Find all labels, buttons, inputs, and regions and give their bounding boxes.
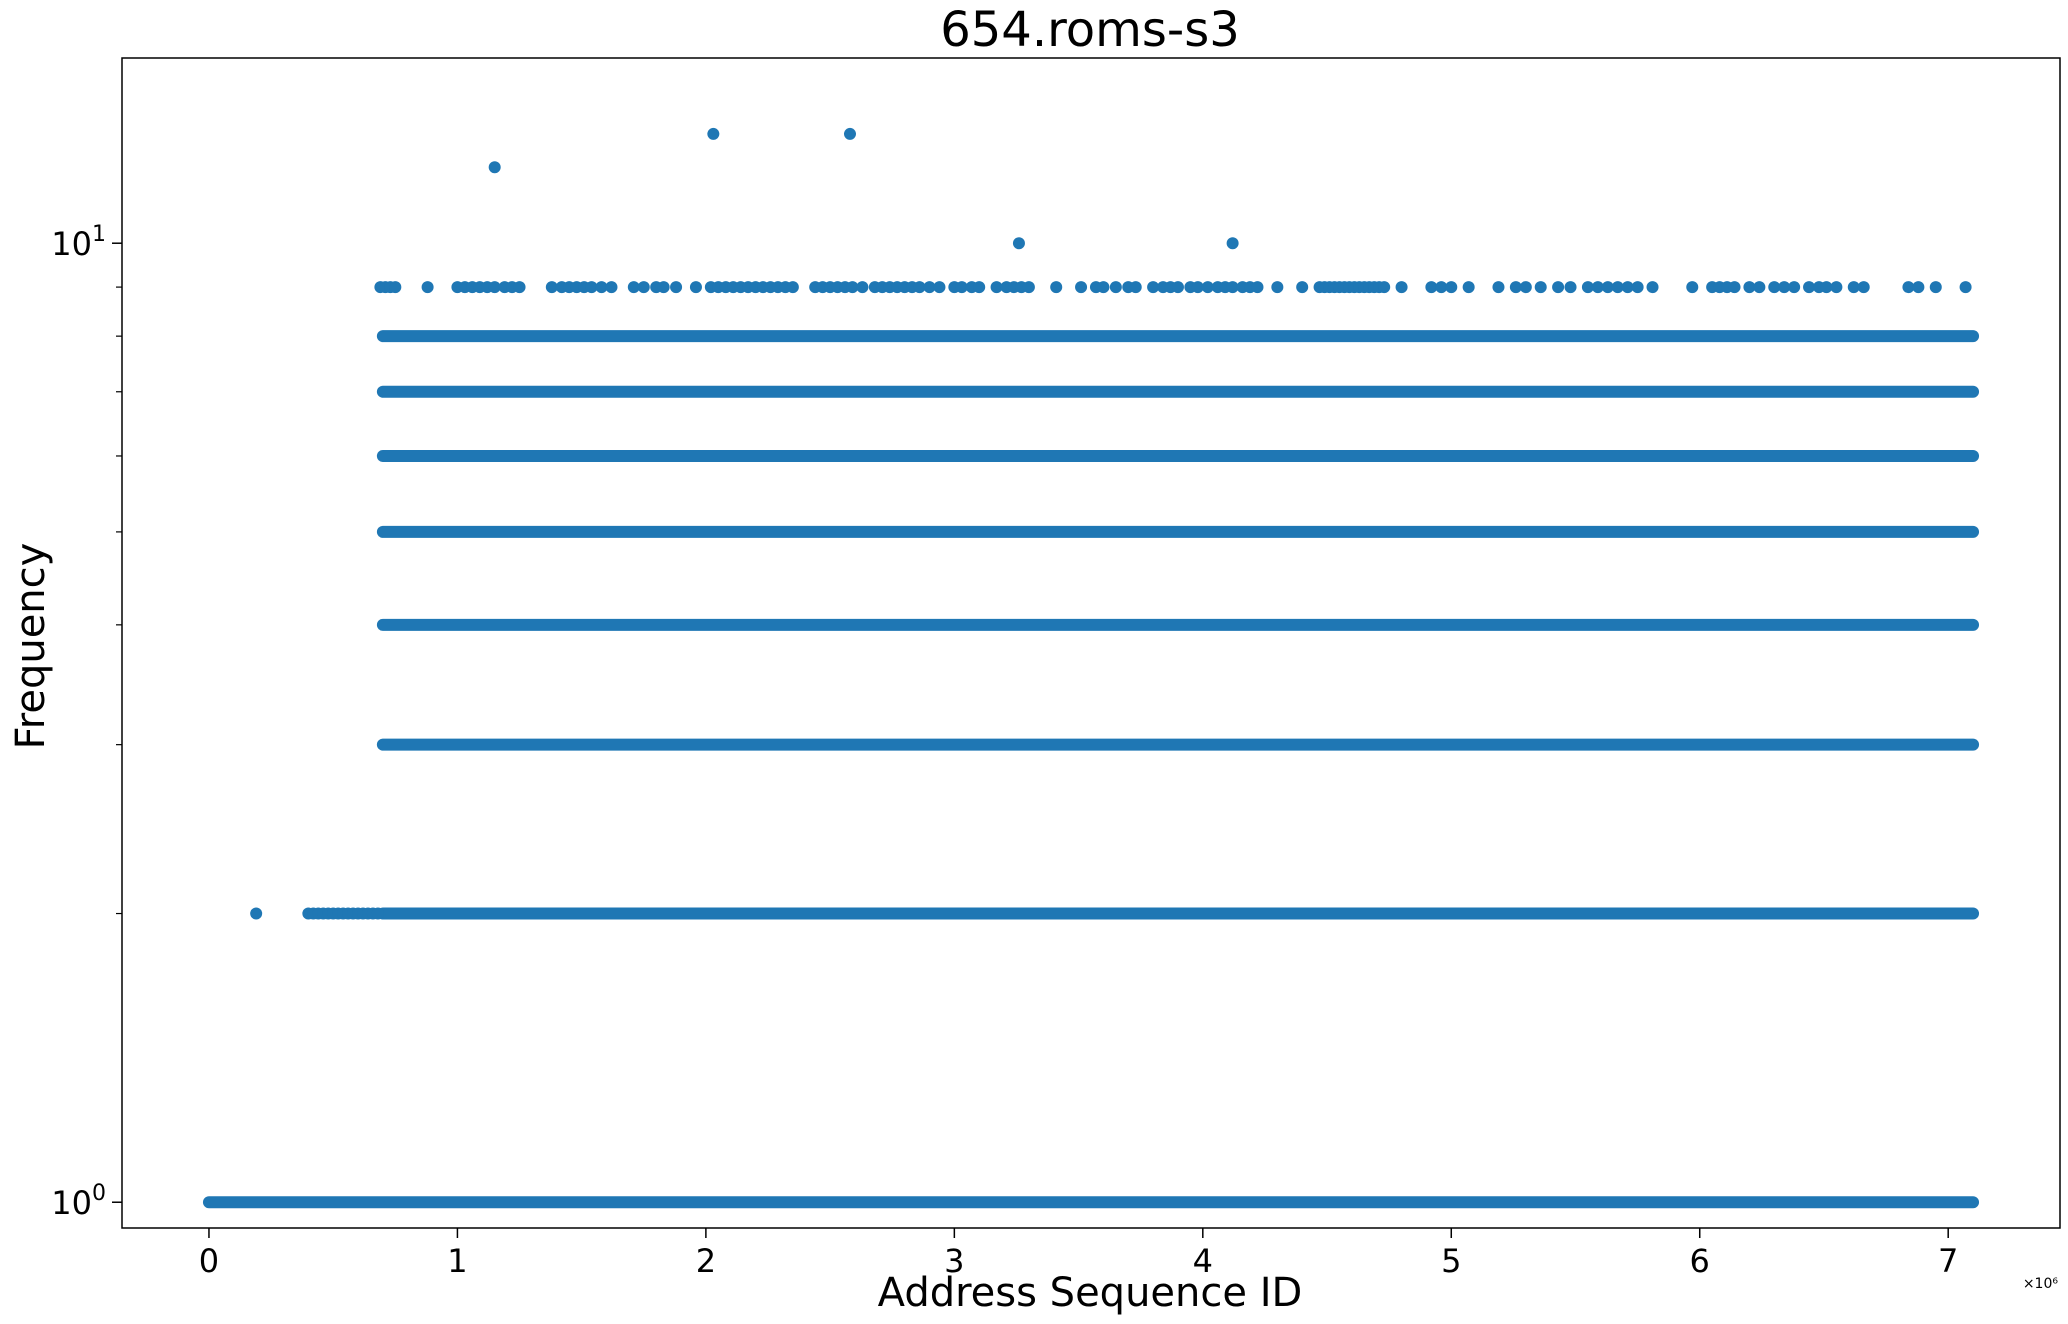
x-axis-multiplier: ×10⁶ — [2023, 1276, 2059, 1292]
point-y9-66 — [1075, 281, 1088, 294]
point-y10-0 — [1012, 237, 1025, 250]
point-y9-81 — [1226, 281, 1239, 294]
x-tick-label-7: 7 — [1938, 1242, 1958, 1280]
point-y9-126 — [1768, 281, 1781, 294]
point-y9-85 — [1271, 281, 1284, 294]
point-y9-136 — [1912, 281, 1925, 294]
point-y9-60 — [990, 281, 1003, 294]
point-y2-15 — [371, 907, 384, 920]
point-y9-127 — [1778, 281, 1791, 294]
point-y9-84 — [1251, 281, 1264, 294]
point-y9-69 — [1109, 281, 1122, 294]
point-y9-113 — [1591, 281, 1604, 294]
point-y9-107 — [1509, 281, 1522, 294]
point-y9-54 — [923, 281, 936, 294]
point-y9-108 — [1519, 281, 1532, 294]
point-y9-109 — [1534, 281, 1547, 294]
point-y9-23 — [637, 281, 650, 294]
point-y9-102 — [1425, 281, 1438, 294]
point-y9-10 — [488, 281, 501, 294]
point-y9-26 — [670, 281, 683, 294]
point-y9-86 — [1296, 281, 1309, 294]
x-tick-label-0: 0 — [199, 1242, 219, 1280]
point-y9-115 — [1611, 281, 1624, 294]
point-y9-137 — [1929, 281, 1942, 294]
y-axis: 100 101 — [51, 222, 122, 1222]
point-y9-72 — [1147, 281, 1160, 294]
point-y9-103 — [1435, 281, 1448, 294]
point-y9-68 — [1097, 281, 1110, 294]
point-y12-0 — [488, 161, 501, 174]
x-tick-label-5: 5 — [1441, 1242, 1461, 1280]
y-tick-label: 100 — [51, 1181, 106, 1222]
point-y9-124 — [1743, 281, 1756, 294]
point-y9-116 — [1621, 281, 1634, 294]
y-tick-label: 101 — [51, 222, 106, 263]
point-y13-1 — [843, 127, 856, 140]
point-y9-128 — [1788, 281, 1801, 294]
point-y9-119 — [1686, 281, 1699, 294]
x-tick-label-1: 1 — [447, 1242, 467, 1280]
point-y9-110 — [1552, 281, 1565, 294]
point-y9-78 — [1201, 281, 1214, 294]
point-y9-71 — [1129, 281, 1142, 294]
point-y9-134 — [1857, 281, 1870, 294]
x-tick-label-2: 2 — [696, 1242, 716, 1280]
point-y9-3 — [389, 281, 402, 294]
point-y9-111 — [1564, 281, 1577, 294]
data-marks — [202, 127, 1980, 1209]
point-y9-138 — [1959, 281, 1972, 294]
point-y9-39 — [786, 281, 799, 294]
point-y9-55 — [933, 281, 946, 294]
point-y9-27 — [689, 281, 702, 294]
point-y9-45 — [846, 281, 859, 294]
point-y9-22 — [627, 281, 640, 294]
point-y9-46 — [856, 281, 869, 294]
point-y9-75 — [1171, 281, 1184, 294]
point-y9-129 — [1803, 281, 1816, 294]
point-y9-21 — [605, 281, 618, 294]
point-y9-25 — [657, 281, 670, 294]
point-y9-106 — [1492, 281, 1505, 294]
point-y9-100 — [1378, 281, 1391, 294]
x-axis-label: Address Sequence ID — [878, 1270, 1303, 1316]
point-y9-53 — [913, 281, 926, 294]
point-y9-65 — [1050, 281, 1063, 294]
point-y9-112 — [1581, 281, 1594, 294]
point-y10-1 — [1226, 237, 1239, 250]
y-axis-label: Frequency — [8, 543, 54, 750]
point-y9-57 — [955, 281, 968, 294]
x-tick-label-6: 6 — [1690, 1242, 1710, 1280]
plot-area — [121, 57, 2061, 1229]
point-y9-105 — [1462, 281, 1475, 294]
point-y9-104 — [1445, 281, 1458, 294]
point-y9-13 — [513, 281, 526, 294]
point-y2-0 — [250, 907, 263, 920]
x-tick-label-4: 4 — [1193, 1242, 1213, 1280]
x-tick-label-3: 3 — [944, 1242, 964, 1280]
point-y9-117 — [1631, 281, 1644, 294]
point-y9-20 — [595, 281, 608, 294]
point-y9-132 — [1830, 281, 1843, 294]
point-y9-118 — [1646, 281, 1659, 294]
point-y9-135 — [1902, 281, 1915, 294]
point-y9-133 — [1847, 281, 1860, 294]
point-y9-101 — [1395, 281, 1408, 294]
x-axis: 0 1 2 3 4 5 6 7 — [199, 1228, 1958, 1280]
point-y9-77 — [1191, 281, 1204, 294]
point-y9-19 — [585, 281, 598, 294]
point-y9-64 — [1022, 281, 1035, 294]
point-y9-131 — [1820, 281, 1833, 294]
point-y9-4 — [421, 281, 434, 294]
point-y13-0 — [707, 127, 720, 140]
point-y9-123 — [1728, 281, 1741, 294]
point-y9-114 — [1601, 281, 1614, 294]
point-y9-14 — [545, 281, 558, 294]
point-y9-59 — [973, 281, 986, 294]
point-y9-125 — [1753, 281, 1766, 294]
chart-title: 654.roms-s3 — [940, 2, 1240, 58]
